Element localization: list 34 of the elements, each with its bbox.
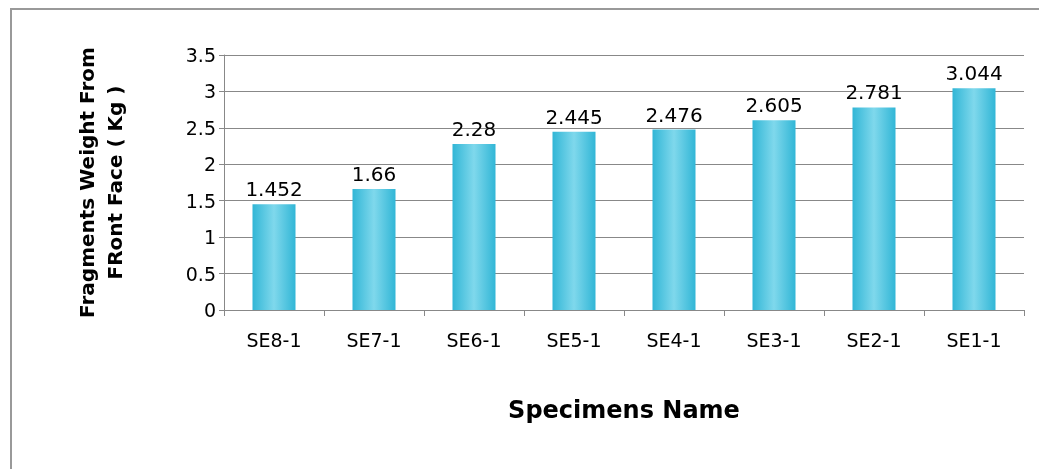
y-axis-title: Fragments Weight From FRont Face ( Kg ) xyxy=(75,47,127,318)
bar xyxy=(852,107,896,310)
y-tick-label: 1.5 xyxy=(185,189,216,212)
data-label: 2.28 xyxy=(451,116,497,141)
x-axis-title: Specimens Name xyxy=(508,396,740,424)
data-label: 2.605 xyxy=(745,93,803,118)
data-label: 1.66 xyxy=(351,162,397,187)
x-tick-label: SE3-1 xyxy=(746,328,802,351)
y-tick-label: 3 xyxy=(203,80,216,103)
bar xyxy=(652,129,696,310)
data-label: 2.476 xyxy=(645,102,703,127)
bar xyxy=(952,88,996,310)
x-tick-label: SE5-1 xyxy=(546,328,602,351)
y-tick-label: 1 xyxy=(203,226,216,249)
data-label: 1.452 xyxy=(245,177,303,202)
y-tick-label: 2.5 xyxy=(185,116,216,139)
bar xyxy=(552,131,596,310)
bar xyxy=(752,120,796,310)
x-tick-label: SE7-1 xyxy=(346,328,402,351)
x-tick-label: SE1-1 xyxy=(946,328,1002,351)
bar xyxy=(252,204,296,310)
y-tick-label: 2 xyxy=(203,153,216,176)
x-tick-label: SE4-1 xyxy=(646,328,702,351)
bar xyxy=(352,189,396,310)
x-tick-label: SE2-1 xyxy=(846,328,902,351)
y-tick-label: 3.5 xyxy=(185,44,216,66)
x-tick-label: SE8-1 xyxy=(246,328,302,351)
y-tick-label: 0 xyxy=(203,299,216,321)
x-tick-label: SE6-1 xyxy=(446,328,502,351)
data-label: 2.781 xyxy=(845,80,903,105)
data-label: 3.044 xyxy=(945,61,1003,86)
y-tick-label: 0.5 xyxy=(185,262,216,285)
bar xyxy=(452,143,496,310)
data-label: 2.445 xyxy=(545,104,603,129)
